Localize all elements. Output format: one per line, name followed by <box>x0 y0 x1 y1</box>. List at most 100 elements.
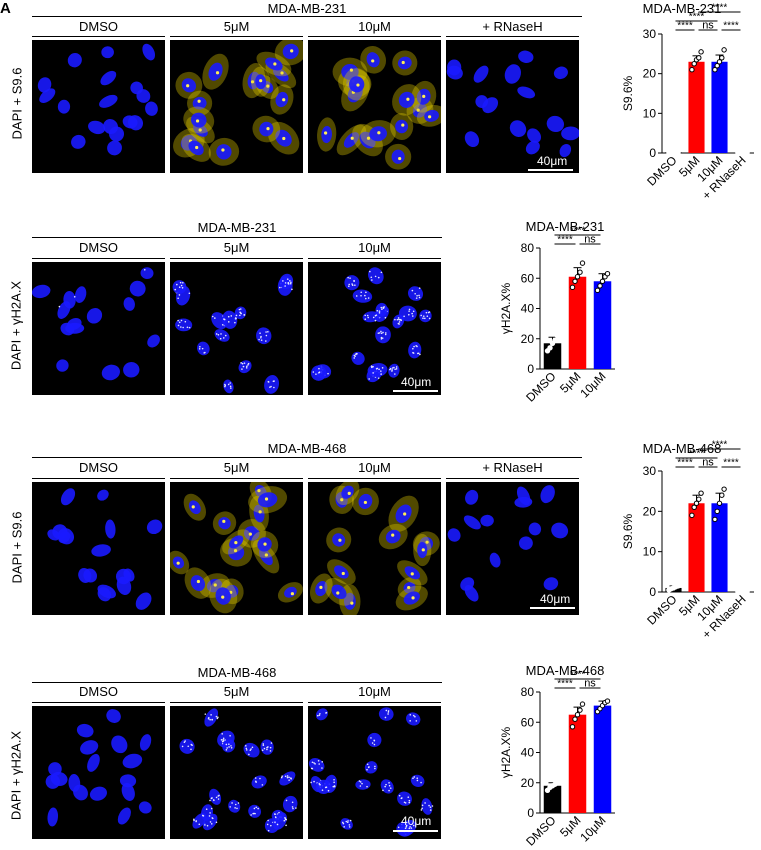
foci-dot <box>384 332 387 334</box>
nucleolus-signal <box>248 532 252 536</box>
nucleolus-signal <box>264 497 269 501</box>
foci-dot <box>311 761 314 764</box>
nucleolus-signal <box>233 549 238 553</box>
nucleus <box>147 334 160 348</box>
nucleus <box>464 131 480 148</box>
foci-dot <box>199 345 201 348</box>
foci-dot <box>400 797 403 800</box>
foci-dot <box>288 779 290 781</box>
foci-dot <box>364 294 366 297</box>
foci-dot <box>417 352 419 355</box>
foci-dot <box>416 779 419 782</box>
foci-dot <box>227 321 230 323</box>
foci-dot <box>378 368 380 371</box>
condition-label: DMSO <box>79 460 118 475</box>
data-point <box>716 500 723 506</box>
foci-dot <box>282 280 284 282</box>
data-point <box>599 278 606 284</box>
data-point <box>569 724 576 730</box>
y-tick-label: 0 <box>649 585 656 599</box>
foci-dot <box>265 334 268 337</box>
micrograph-panel <box>32 706 165 839</box>
foci-dot <box>242 365 245 368</box>
nucleolus-signal <box>398 156 402 161</box>
foci-dot <box>324 786 327 789</box>
foci-dot <box>260 336 262 339</box>
foci-dot <box>371 279 373 281</box>
foci-dot <box>380 330 382 333</box>
nucleolus-signal <box>338 538 342 542</box>
nucleus <box>204 708 219 727</box>
foci-dot <box>415 297 418 299</box>
foci-dot <box>237 802 240 804</box>
foci-dot <box>221 740 224 743</box>
foci-dot <box>269 746 272 749</box>
foci-dot <box>211 718 214 721</box>
foci-dot <box>409 720 411 722</box>
foci-dot <box>263 747 266 750</box>
significance-label: ns <box>702 20 714 32</box>
foci-dot <box>380 332 383 335</box>
nucleus <box>32 284 51 299</box>
chart-title: MDA-MB-468 <box>525 663 605 678</box>
foci-dot <box>319 712 321 715</box>
micrograph-image <box>172 273 294 394</box>
nucleus <box>395 119 409 134</box>
micrograph-image <box>309 482 440 615</box>
foci-dot <box>220 739 223 741</box>
nucleus <box>57 99 71 114</box>
foci-dot <box>247 362 250 365</box>
nucleolus-signal <box>259 79 263 83</box>
micrograph-image <box>447 485 569 602</box>
foci-dot <box>182 282 184 284</box>
nucleus <box>397 56 412 70</box>
foci-dot <box>273 380 275 382</box>
foci-dot <box>203 352 205 354</box>
data-point <box>714 508 720 515</box>
data-point <box>574 711 581 718</box>
foci-dot <box>370 365 373 367</box>
foci-dot <box>378 332 381 334</box>
nucleus <box>76 723 94 738</box>
y-tick-label: 10 <box>643 106 657 120</box>
nucleus <box>222 310 238 329</box>
foci-dot <box>243 362 246 364</box>
nucleus <box>116 576 132 595</box>
data-point <box>691 504 697 510</box>
micrograph-image <box>179 708 298 833</box>
micrograph-panel <box>446 40 579 173</box>
data-point <box>693 500 700 506</box>
foci-dot <box>269 386 271 388</box>
x-tick-label: 10μM <box>577 369 608 400</box>
scale-bar <box>530 607 575 609</box>
foci-dot <box>318 371 320 374</box>
nucleus <box>275 91 289 108</box>
micrograph-image <box>446 50 579 158</box>
row-title-line <box>32 457 582 458</box>
foci-dot <box>204 713 207 715</box>
nucleolus-signal <box>340 498 344 502</box>
chart-title: MDA-MB-231 <box>642 1 722 16</box>
nucleus <box>60 488 76 506</box>
micrograph-panel <box>170 706 303 839</box>
nucleus <box>123 297 135 311</box>
foci-dot <box>388 784 391 787</box>
row-title: MDA-MB-468 <box>267 441 347 456</box>
foci-dot <box>211 817 214 819</box>
foci-dot <box>284 818 287 821</box>
condition-line <box>32 478 165 479</box>
nucleus <box>258 548 273 566</box>
foci-dot <box>215 821 218 824</box>
foci-dot <box>377 377 380 379</box>
row-ylabel: DAPI + S9.6 <box>9 511 25 584</box>
foci-dot <box>366 763 369 766</box>
foci-dot <box>266 823 269 826</box>
foci-dot <box>318 763 321 765</box>
nucleus <box>192 96 207 110</box>
scale-bar <box>528 169 573 171</box>
foci-dot <box>214 317 216 319</box>
foci-dot <box>418 287 421 290</box>
nucleus <box>446 65 463 80</box>
foci-dot <box>353 280 355 282</box>
foci-dot <box>284 775 287 778</box>
